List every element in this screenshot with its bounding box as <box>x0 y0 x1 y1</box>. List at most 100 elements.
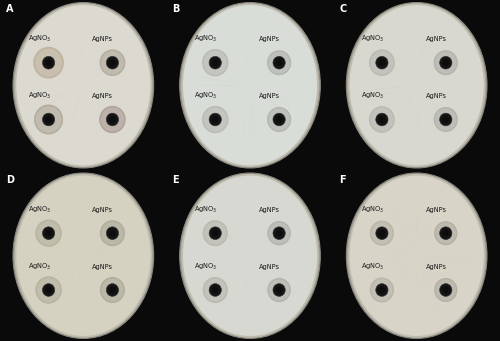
Circle shape <box>204 222 227 244</box>
Circle shape <box>42 284 54 296</box>
Circle shape <box>273 113 285 126</box>
Circle shape <box>369 49 395 76</box>
Ellipse shape <box>349 175 484 337</box>
Text: AgNPs: AgNPs <box>92 264 113 270</box>
Text: F: F <box>339 175 345 185</box>
Circle shape <box>276 59 282 66</box>
Ellipse shape <box>13 2 154 168</box>
Text: AgNPs: AgNPs <box>92 36 113 42</box>
Circle shape <box>440 227 452 239</box>
Circle shape <box>212 59 218 66</box>
Circle shape <box>212 116 218 123</box>
Circle shape <box>204 279 227 301</box>
Circle shape <box>202 106 228 133</box>
Circle shape <box>376 113 388 126</box>
Circle shape <box>435 52 456 74</box>
Circle shape <box>370 108 394 131</box>
Text: AgNO$_3$: AgNO$_3$ <box>194 34 218 44</box>
Circle shape <box>378 286 386 294</box>
Circle shape <box>106 227 118 239</box>
Text: AgNPs: AgNPs <box>426 36 446 42</box>
Circle shape <box>106 56 118 69</box>
Circle shape <box>276 286 282 294</box>
Text: AgNPs: AgNPs <box>426 264 446 270</box>
Circle shape <box>434 50 458 75</box>
Circle shape <box>268 52 290 74</box>
Circle shape <box>102 222 124 244</box>
Circle shape <box>99 106 126 133</box>
Circle shape <box>370 51 394 74</box>
Circle shape <box>378 230 386 237</box>
Circle shape <box>378 59 386 66</box>
Circle shape <box>100 49 126 76</box>
Ellipse shape <box>182 4 318 166</box>
Circle shape <box>440 113 452 126</box>
Circle shape <box>36 106 62 133</box>
Text: AgNPs: AgNPs <box>92 207 113 213</box>
Text: D: D <box>6 175 14 185</box>
Circle shape <box>45 116 52 123</box>
Circle shape <box>376 284 388 296</box>
Text: B: B <box>172 4 180 14</box>
Ellipse shape <box>346 2 487 168</box>
Circle shape <box>102 279 124 301</box>
Circle shape <box>101 107 124 132</box>
Circle shape <box>442 286 449 294</box>
Circle shape <box>209 227 222 239</box>
Text: AgNPs: AgNPs <box>426 207 446 213</box>
Ellipse shape <box>349 4 484 166</box>
Circle shape <box>378 116 386 123</box>
Text: C: C <box>339 4 346 14</box>
Circle shape <box>35 49 62 77</box>
Circle shape <box>202 277 228 303</box>
Circle shape <box>442 59 449 66</box>
Ellipse shape <box>182 175 318 337</box>
Circle shape <box>37 221 60 245</box>
Text: AgNO$_3$: AgNO$_3$ <box>28 91 51 101</box>
Circle shape <box>212 286 218 294</box>
Circle shape <box>273 227 285 239</box>
Ellipse shape <box>346 173 487 339</box>
Text: AgNO$_3$: AgNO$_3$ <box>28 34 51 44</box>
Circle shape <box>45 286 52 294</box>
Circle shape <box>202 220 228 246</box>
Circle shape <box>273 284 285 296</box>
Circle shape <box>371 279 392 301</box>
Circle shape <box>434 278 458 302</box>
Circle shape <box>42 56 54 69</box>
Text: AgNO$_3$: AgNO$_3$ <box>28 262 51 272</box>
Circle shape <box>442 116 449 123</box>
Circle shape <box>100 220 125 246</box>
Text: E: E <box>172 175 179 185</box>
Text: AgNO$_3$: AgNO$_3$ <box>361 34 384 44</box>
Circle shape <box>100 277 125 303</box>
Circle shape <box>36 220 62 247</box>
Circle shape <box>106 284 118 296</box>
Circle shape <box>440 284 452 296</box>
Circle shape <box>440 56 452 69</box>
Circle shape <box>436 223 456 244</box>
Circle shape <box>268 108 290 131</box>
Circle shape <box>442 230 449 237</box>
Circle shape <box>370 221 394 246</box>
Text: AgNO$_3$: AgNO$_3$ <box>28 205 51 215</box>
Text: AgNPs: AgNPs <box>259 207 280 213</box>
Circle shape <box>273 56 285 69</box>
Circle shape <box>376 227 388 239</box>
Text: AgNO$_3$: AgNO$_3$ <box>194 205 218 215</box>
Circle shape <box>434 221 458 245</box>
Circle shape <box>436 279 456 300</box>
Circle shape <box>202 49 228 76</box>
Circle shape <box>268 279 289 301</box>
Text: AgNO$_3$: AgNO$_3$ <box>194 262 218 272</box>
Circle shape <box>212 230 218 237</box>
Circle shape <box>369 106 395 133</box>
Circle shape <box>101 51 124 74</box>
Text: AgNO$_3$: AgNO$_3$ <box>361 205 384 215</box>
Text: AgNPs: AgNPs <box>426 93 446 99</box>
Text: AgNPs: AgNPs <box>259 36 280 42</box>
Ellipse shape <box>13 173 154 339</box>
Circle shape <box>268 221 291 246</box>
Circle shape <box>209 113 222 126</box>
Text: A: A <box>6 4 13 14</box>
